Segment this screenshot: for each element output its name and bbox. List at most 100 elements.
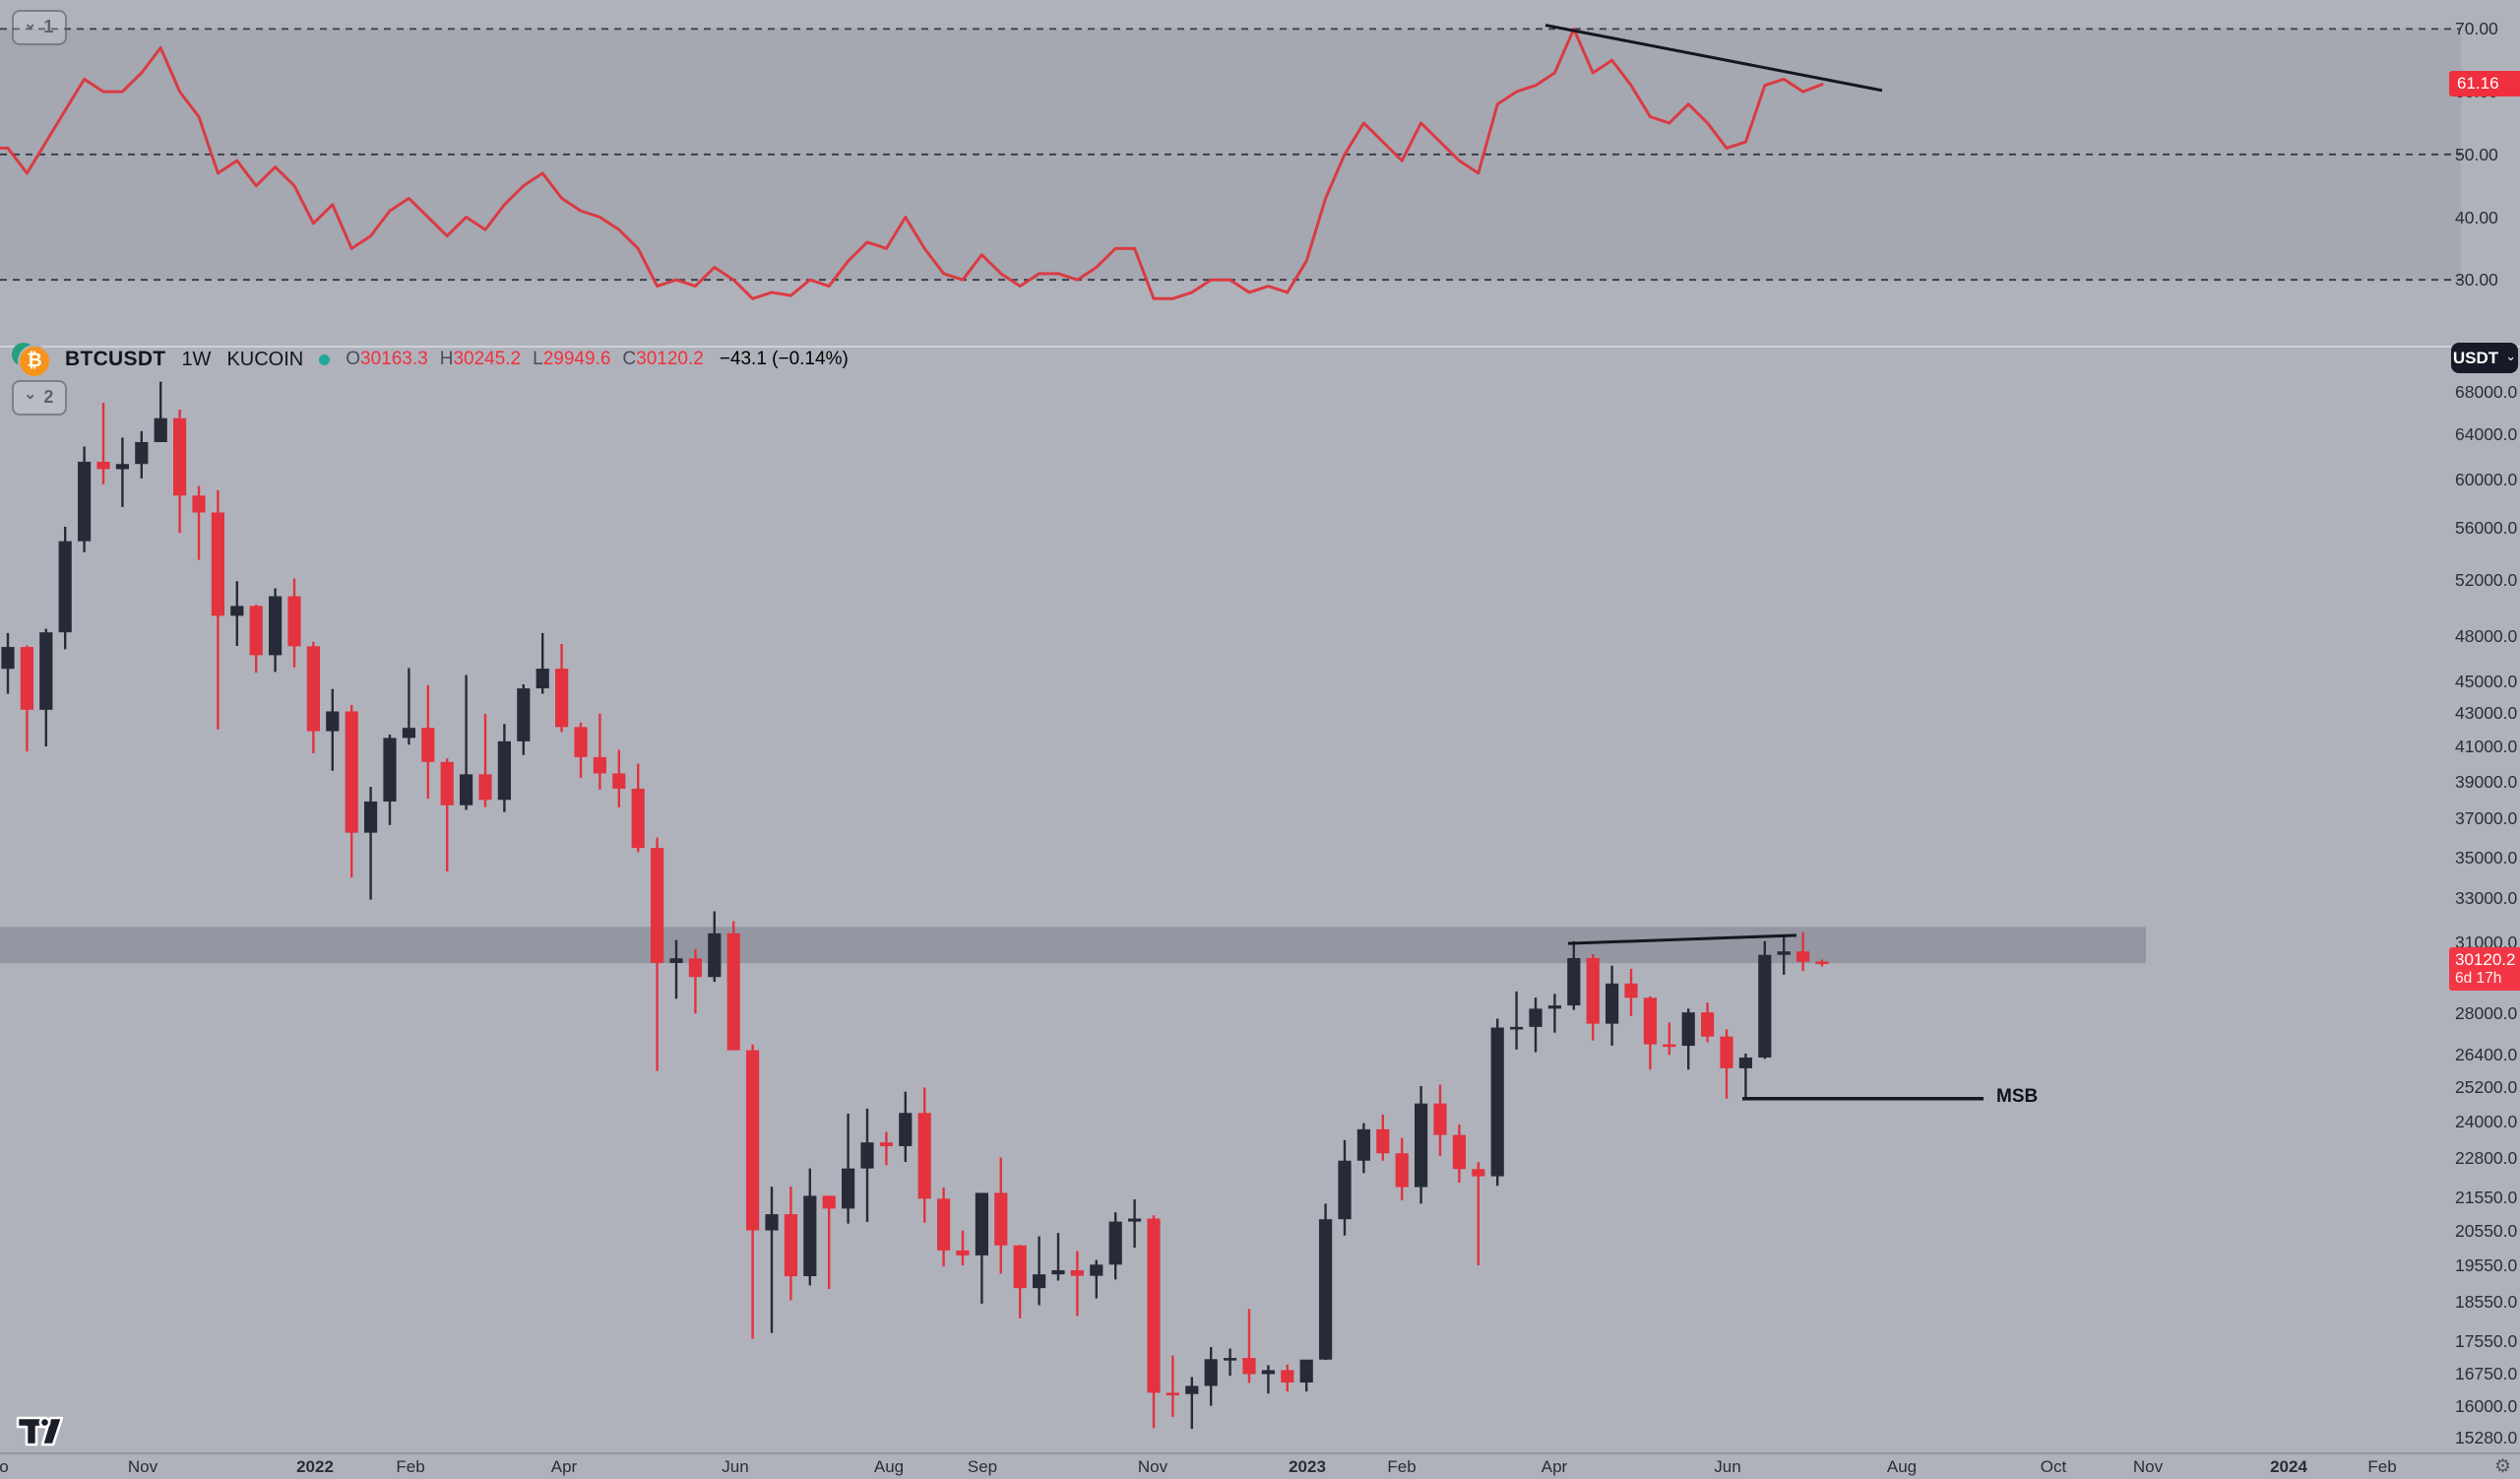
time-axis-label: 2022 [296, 1457, 334, 1476]
supply-zone-drawing[interactable] [0, 927, 2146, 964]
time-axis-label: Sep [967, 1457, 998, 1476]
main-pane-collapse-button[interactable]: ⌄ 2 [12, 380, 68, 416]
time-axis-label: Oct [2040, 1457, 2067, 1476]
bar-countdown: 6d 17h [2455, 970, 2502, 988]
time-axis[interactable]: o Nov 2022 Feb Apr Jun Aug Sep Nov 2023 Feb Apr Jun A… [0, 1453, 2520, 1479]
rsi-tick-label: 50.00 [2455, 144, 2498, 164]
tradingview-logo[interactable] [16, 1414, 65, 1451]
symbol-header: ? ₿ BTCUSDT 1W KUCOIN O30163.3 H30245.2 L2… [12, 343, 849, 376]
candle-body [135, 441, 149, 465]
price-tick-label: 48000.0 [2455, 625, 2518, 646]
candle-body [192, 495, 206, 513]
exchange-label[interactable]: KUCOIN [226, 348, 304, 370]
candle-body [1051, 1269, 1065, 1275]
ohlc-value: 30120.2 [636, 349, 704, 369]
candle-body [1815, 961, 1829, 965]
price-tick-label: 39000.0 [2455, 771, 2518, 792]
candle-body [1701, 1012, 1715, 1037]
candle-body [1090, 1264, 1103, 1276]
candle-body [574, 727, 588, 757]
price-tick-label: 15280.0 [2455, 1428, 2518, 1448]
candle-body [899, 1113, 913, 1146]
rsi-last-value: 61.16 [2457, 73, 2499, 93]
time-axis-label: Apr [1541, 1457, 1568, 1476]
price-tick-label: 64000.0 [2455, 424, 2518, 445]
rsi-trendline-drawing[interactable] [1544, 24, 1883, 93]
candle-body [39, 632, 53, 710]
candle-body [478, 774, 492, 801]
candle-body [1319, 1219, 1333, 1360]
price-tick-label: 35000.0 [2455, 847, 2518, 868]
ohlc-item: H30245.2 [440, 349, 521, 370]
candle-body [345, 711, 358, 833]
candle-body [497, 740, 511, 801]
candle-body [1777, 951, 1791, 955]
ohlc-key: L [533, 349, 543, 369]
candle-body [784, 1214, 797, 1277]
candle-body [58, 541, 72, 633]
rsi-pane-collapse-button[interactable]: ⌄ 1 [12, 10, 68, 45]
price-tick-label: 45000.0 [2455, 671, 2518, 691]
candle-body [1166, 1392, 1179, 1396]
candle-body [306, 646, 320, 732]
price-tick-label: 16000.0 [2455, 1395, 2518, 1416]
price-tick-label: 52000.0 [2455, 569, 2518, 590]
price-tick-label: 31000.0 [2455, 932, 2518, 952]
symbol-name[interactable]: BTCUSDT [65, 348, 166, 370]
candle-body [765, 1214, 779, 1231]
gear-icon[interactable]: ⚙ [2494, 1456, 2512, 1477]
candle-body [555, 669, 569, 728]
candle-body [1624, 983, 1638, 998]
time-axis-label: o [0, 1457, 9, 1476]
time-axis-label: Feb [1387, 1457, 1417, 1476]
rsi-line[interactable] [0, 27, 1824, 300]
time-axis-label: Aug [873, 1457, 905, 1476]
price-tick-label: 41000.0 [2455, 737, 2518, 757]
currency-toggle-button[interactable]: USDT ⌄ [2451, 343, 2518, 373]
candle-body [230, 606, 244, 616]
time-axis-label: Jun [722, 1457, 749, 1476]
candle-body [1433, 1103, 1447, 1135]
time-axis-label: 2024 [2270, 1457, 2307, 1476]
price-trendline-drawing[interactable] [1567, 933, 1797, 945]
candle-body [249, 606, 263, 656]
ohlc-item: C30120.2 [622, 349, 703, 370]
price-tick-label: 56000.0 [2455, 518, 2518, 539]
chevron-down-icon: ⌄ [24, 16, 37, 32]
candle-body [1, 647, 15, 670]
candle-body [1529, 1008, 1543, 1027]
candle-body [1128, 1218, 1142, 1222]
candle-body [746, 1050, 760, 1231]
msb-drawing-label[interactable]: MSB [1996, 1085, 2039, 1107]
ohlc-values: O30163.3 H30245.2 L29949.6 C30120.2 [346, 349, 704, 370]
candle-body [1758, 954, 1772, 1058]
ohlc-item: O30163.3 [346, 349, 427, 370]
price-tick-label: 20550.0 [2455, 1220, 2518, 1241]
candle-body [1472, 1169, 1485, 1177]
time-axis-label: Jun [1714, 1457, 1741, 1476]
candle-body [917, 1113, 931, 1199]
candle-body [937, 1198, 951, 1251]
interval-label[interactable]: 1W [181, 348, 212, 370]
candle-body [1415, 1103, 1428, 1188]
candle-body [421, 728, 435, 762]
main-pane-number: 2 [43, 386, 54, 407]
candle-body [364, 801, 378, 833]
price-tick-label: 21550.0 [2455, 1187, 2518, 1207]
ohlc-value: 29949.6 [542, 349, 611, 369]
currency-label: USDT [2452, 348, 2499, 367]
ohlc-item: L29949.6 [533, 349, 610, 370]
price-tick-label: 22800.0 [2455, 1147, 2518, 1168]
candle-body [975, 1192, 988, 1255]
last-price-value: 30120.2 [2455, 950, 2516, 970]
candle-body [1663, 1044, 1676, 1048]
candle-body [651, 848, 664, 963]
candle-body [20, 647, 33, 710]
candle-body [1376, 1128, 1390, 1154]
candle-body [440, 761, 454, 805]
price-tick-label: 33000.0 [2455, 888, 2518, 909]
price-tick-label: 19550.0 [2455, 1255, 2518, 1276]
candle-body [1224, 1358, 1237, 1361]
